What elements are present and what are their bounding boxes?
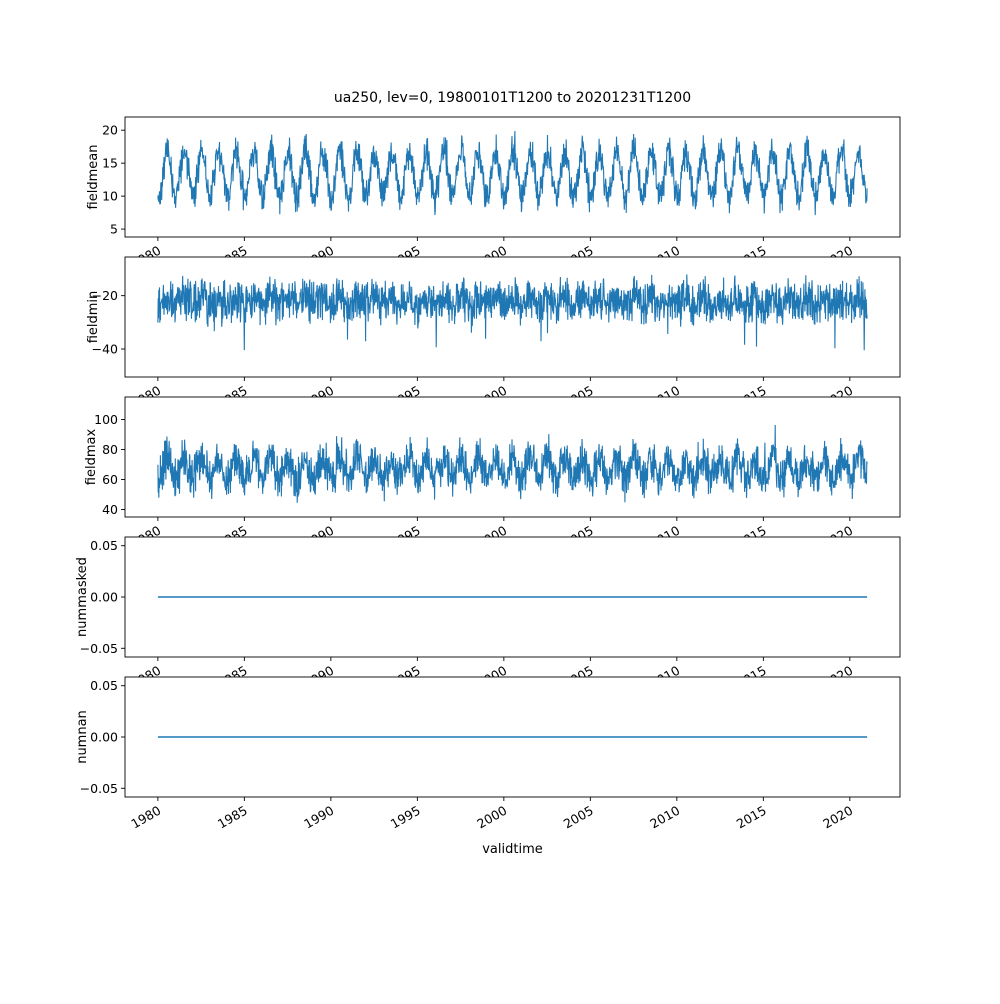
subplot-fieldmean: 5101520198019851990199520002005201020152… <box>86 116 901 272</box>
x-tick-label: 2015 <box>734 803 769 832</box>
y-tick-label: 80 <box>102 442 118 457</box>
y-tick-label: −20 <box>92 288 118 303</box>
subplot-numnan: −0.05 0.00 0.05 1980 1985 1990 1995 2000 2005 201… <box>75 676 901 832</box>
subplot-nummasked: −0.050.000.05198019851990199520002005201… <box>75 536 901 692</box>
y-tick-label: −40 <box>92 342 118 357</box>
series-line-fieldmin <box>157 274 868 351</box>
y-axis-label-fieldmean: fieldmean <box>86 145 101 210</box>
y-tick-label: 0.05 <box>90 538 118 553</box>
y-tick-label: 40 <box>102 502 118 517</box>
subplot-fieldmax: 4060801001980198519901995200020052010201… <box>84 396 901 552</box>
axes-background <box>125 257 900 377</box>
y-tick-label: 15 <box>102 156 118 171</box>
x-tick-label: 2000 <box>474 803 509 832</box>
y-tick-label: −0.05 <box>80 641 118 656</box>
x-axis-label: validtime <box>482 842 543 857</box>
axes-background <box>125 117 900 237</box>
axes-frame <box>124 256 901 378</box>
series-line-fieldmean <box>157 130 868 216</box>
y-tick-label: 20 <box>102 123 118 138</box>
y-tick-label: 0.00 <box>90 730 118 745</box>
y-axis-label-fieldmax: fieldmax <box>84 429 99 486</box>
x-tick-label: 1995 <box>388 803 423 832</box>
x-tick-label: 2005 <box>561 803 596 832</box>
y-tick-label: 100 <box>94 412 118 427</box>
y-tick-label: 0.05 <box>90 678 118 693</box>
axes-frame <box>124 116 901 238</box>
x-tick-label: 1980 <box>128 803 163 832</box>
x-tick-label: 2010 <box>647 803 682 832</box>
series-line-fieldmax <box>157 424 868 503</box>
x-tick-label: 2020 <box>820 803 855 832</box>
axes-frame <box>124 396 901 518</box>
y-tick-label: 60 <box>102 472 118 487</box>
y-axis-label-nummasked: nummasked <box>75 557 90 637</box>
chart-title: ua250, lev=0, 19800101T1200 to 20201231T… <box>333 90 692 106</box>
y-tick-label: −0.05 <box>80 781 118 796</box>
y-tick-label: 5 <box>110 222 118 237</box>
y-axis-label-numnan: numnan <box>75 710 90 764</box>
subplot-fieldmin: −40−201980198519901995200020052010201520… <box>86 256 901 412</box>
x-tick-label: 1990 <box>301 803 336 832</box>
y-tick-label: 0.00 <box>90 590 118 605</box>
y-axis-label-fieldmin: fieldmin <box>86 291 101 344</box>
y-tick-label: 10 <box>102 189 118 204</box>
x-tick-label: 1985 <box>215 803 250 832</box>
